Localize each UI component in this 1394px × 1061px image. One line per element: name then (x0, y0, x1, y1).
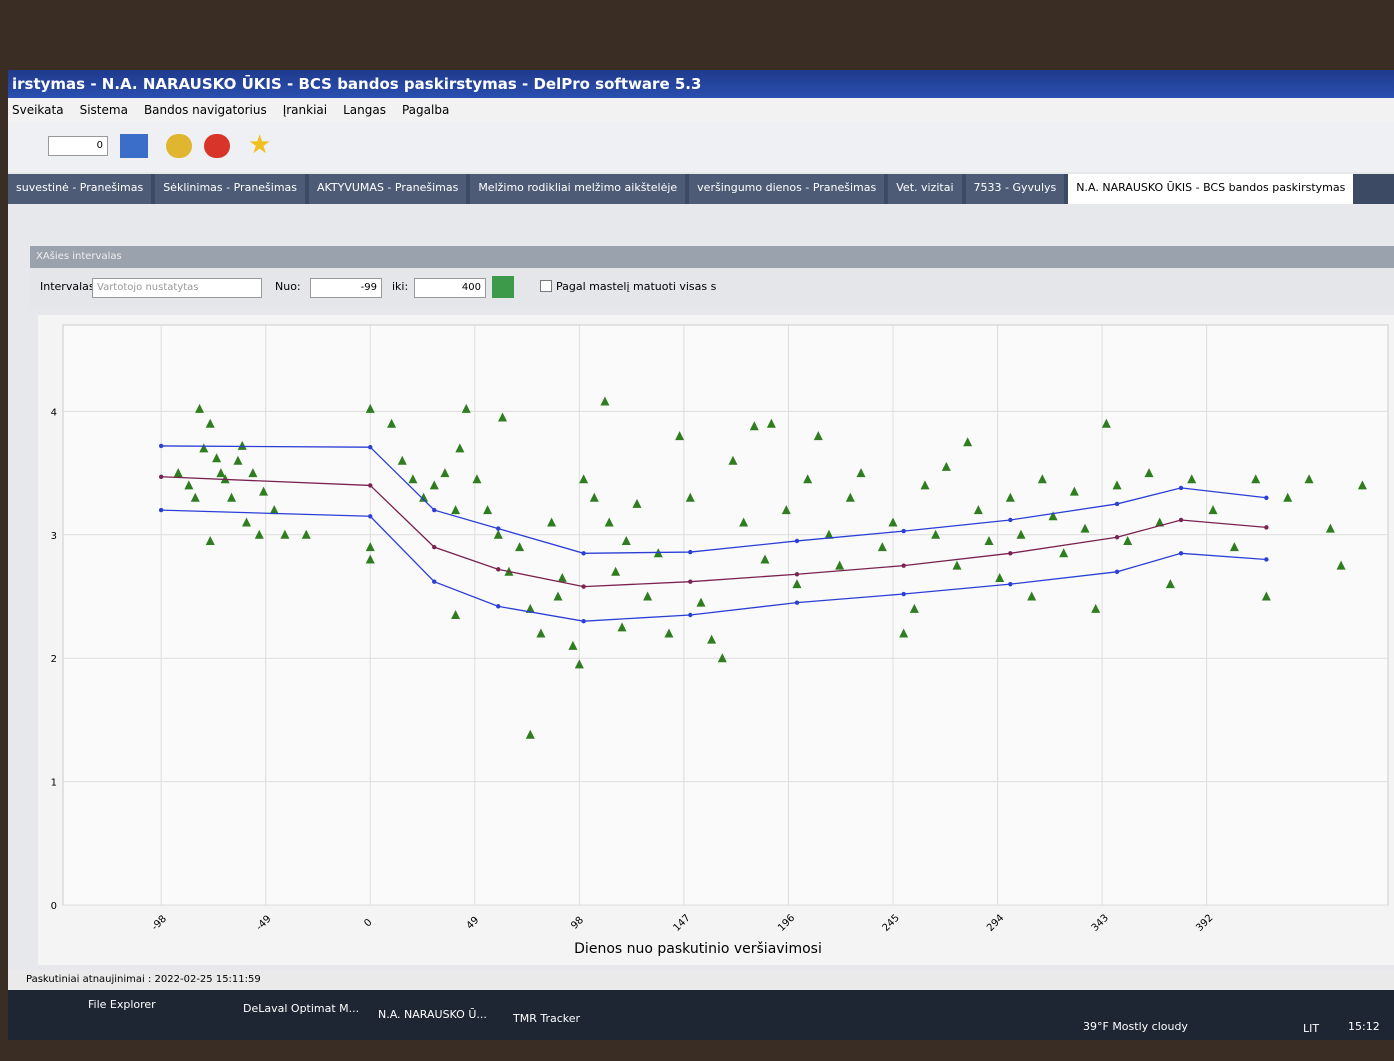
icon[interactable] (204, 134, 230, 158)
label: Intervalas: (40, 280, 98, 293)
menu-item[interactable]: Bandos navigatorius (144, 103, 267, 117)
point (368, 445, 372, 449)
point (1115, 570, 1119, 574)
point (795, 600, 799, 604)
tab[interactable]: AKTYVUMAS - Pranešimas (309, 174, 466, 204)
point (1179, 486, 1183, 490)
point (159, 475, 163, 479)
tab[interactable]: Melžimo rodikliai melžimo aikštelėje (470, 174, 685, 204)
filter-bar: Intervalas: Vartotojo nustatytas Nuo: -9… (30, 268, 1394, 308)
point (581, 619, 585, 623)
label: iki: (392, 280, 408, 293)
point (368, 514, 372, 518)
menu-item[interactable]: Langas (343, 103, 386, 117)
menu-item[interactable]: Sveikata (12, 103, 64, 117)
taskbar: File Explorer DeLaval Optimat M... N.A. … (8, 990, 1394, 1040)
point (901, 529, 905, 533)
checkbox[interactable] (540, 280, 552, 292)
point (795, 572, 799, 576)
point (1264, 557, 1268, 561)
point (432, 508, 436, 512)
y-tick-label: 3 (51, 531, 57, 542)
toolbar: 0 ★ (8, 122, 1394, 172)
panel-header: XAšies intervalas (30, 246, 1394, 268)
point (901, 563, 905, 567)
point (432, 579, 436, 583)
refresh-button[interactable] (492, 276, 514, 298)
status-bar: Paskutiniai atnaujinimai : 2022-02-25 15… (8, 970, 1394, 990)
point (1008, 551, 1012, 555)
tab[interactable]: 7533 - Gyvulys (966, 174, 1065, 204)
point (581, 584, 585, 588)
point (496, 567, 500, 571)
tab[interactable]: suvestinė - Pranešimas (8, 174, 151, 204)
number-input[interactable]: -99 (310, 278, 382, 298)
menu-item[interactable]: Pagalba (402, 103, 449, 117)
tab[interactable]: veršingumo dienos - Pranešimas (689, 174, 884, 204)
page: irstymas - N.A. NARAUSKO ŪKIS - BCS band… (0, 0, 1394, 1061)
point (1264, 525, 1268, 529)
point (432, 545, 436, 549)
menu-bar: Sveikata Sistema Bandos navigatorius Įranki… (8, 98, 1394, 122)
language: LIT (1303, 1022, 1319, 1035)
menu-item[interactable]: Sistema (80, 103, 128, 117)
point (1115, 502, 1119, 506)
x-axis-label: Dienos nuo paskutinio veršiavimosi (574, 941, 822, 957)
point (496, 604, 500, 608)
taskbar-app[interactable]: N.A. NARAUSKO Ū... (378, 1008, 487, 1021)
tab[interactable]: Sėklinimas - Pranešimas (155, 174, 305, 204)
point (795, 539, 799, 543)
tab-bar: suvestinė - PranešimasSėklinimas - Prane… (8, 174, 1394, 204)
point (901, 592, 905, 596)
clock: 15:12 (1348, 1020, 1380, 1033)
number-input[interactable]: 400 (414, 278, 486, 298)
point (688, 613, 692, 617)
point (1179, 551, 1183, 555)
point (159, 508, 163, 512)
point (688, 579, 692, 583)
taskbar-app[interactable]: DeLaval Optimat M... (243, 1002, 359, 1015)
window-title: irstymas - N.A. NARAUSKO ŪKIS - BCS band… (8, 70, 1394, 98)
plot-area (63, 325, 1388, 905)
y-tick-label: 1 (51, 778, 57, 789)
icon[interactable] (166, 134, 192, 158)
icon[interactable] (120, 134, 148, 158)
point (688, 550, 692, 554)
point (159, 444, 163, 448)
tab[interactable]: Vet. vizitai (888, 174, 961, 204)
taskbar-app[interactable]: TMR Tracker (513, 1012, 580, 1025)
label: Nuo: (275, 280, 301, 293)
tab[interactable]: N.A. NARAUSKO ŪKIS - BCS bandos paskirst… (1068, 174, 1353, 204)
point (1008, 518, 1012, 522)
counter[interactable]: 0 (48, 136, 108, 156)
point (496, 526, 500, 530)
y-tick-label: 2 (51, 654, 57, 665)
dropdown[interactable]: Vartotojo nustatytas (92, 278, 262, 298)
weather: 39°F Mostly cloudy (1083, 1020, 1188, 1033)
point (581, 551, 585, 555)
point (1008, 582, 1012, 586)
point (1115, 535, 1119, 539)
y-tick-label: 0 (51, 901, 57, 912)
chart: Dienos nuo paskutinio veršiavimosi 0 1 2 3 4… (38, 315, 1394, 965)
taskbar-app[interactable]: File Explorer (88, 998, 156, 1011)
menu-item[interactable]: Įrankiai (283, 103, 327, 117)
screen: irstymas - N.A. NARAUSKO ŪKIS - BCS band… (8, 70, 1394, 1040)
checkbox-label: Pagal mastelį matuoti visas s (556, 280, 716, 293)
point (1179, 518, 1183, 522)
point (368, 483, 372, 487)
point (1264, 496, 1268, 500)
icon[interactable]: ★ (248, 130, 271, 160)
y-tick-label: 4 (51, 407, 57, 418)
